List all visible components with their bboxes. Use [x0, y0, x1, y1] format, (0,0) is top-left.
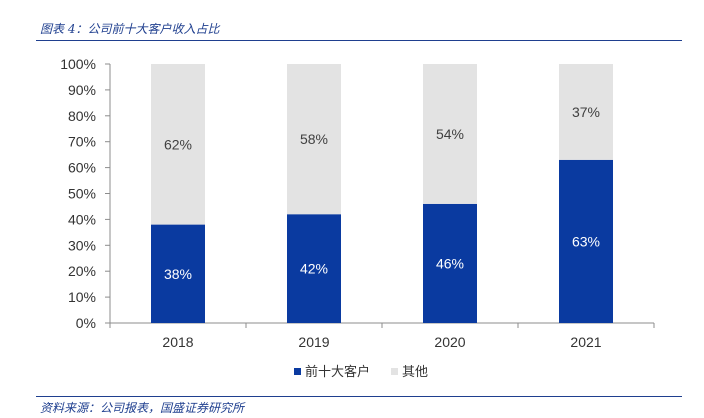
data-label-top-customers: 46%	[436, 255, 464, 271]
x-tick-label: 2020	[434, 334, 465, 350]
x-axis: 2018 2019 2020 2021	[109, 322, 655, 350]
bar-top-customers	[287, 214, 341, 323]
legend-swatch-top-customers	[294, 368, 301, 375]
y-tick-label: 0%	[76, 315, 96, 331]
legend-swatch-others	[391, 368, 398, 375]
bars: 38% 62% 42% 58% 46% 54% 63% 37%	[151, 64, 613, 323]
data-label-others: 54%	[436, 126, 464, 142]
data-label-top-customers: 63%	[572, 233, 600, 249]
y-tick-label: 20%	[68, 263, 96, 279]
y-tick-label: 70%	[68, 134, 96, 150]
data-label-others: 37%	[572, 104, 600, 120]
legend-label-top-customers: 前十大客户	[305, 364, 370, 380]
bar-others	[423, 64, 477, 204]
bar-top-customers	[151, 224, 205, 323]
y-tick-label: 10%	[68, 289, 96, 305]
x-tick-label: 2021	[570, 334, 601, 350]
data-label-others: 62%	[164, 136, 192, 152]
bar-others	[559, 64, 613, 160]
data-label-top-customers: 42%	[300, 261, 328, 277]
data-label-top-customers: 38%	[164, 266, 192, 282]
y-tick-label: 30%	[68, 237, 96, 253]
x-tick-label: 2019	[298, 334, 329, 350]
footer-rule	[36, 396, 682, 397]
header-rule	[36, 40, 682, 41]
bar-top-customers	[423, 203, 477, 323]
y-tick-label: 80%	[68, 108, 96, 124]
y-tick-label: 90%	[68, 82, 96, 98]
y-tick-label: 100%	[60, 56, 96, 72]
y-tick-label: 40%	[68, 211, 96, 227]
legend-label-others: 其他	[402, 365, 428, 380]
y-tick-label: 60%	[68, 160, 96, 176]
bar-others	[151, 64, 205, 225]
bar-top-customers	[559, 159, 613, 323]
legend: 前十大客户 其他	[294, 364, 428, 380]
figure-caption: 图表 4：公司前十大客户收入占比	[40, 22, 220, 36]
y-tick-label: 50%	[68, 186, 96, 202]
x-tick-label: 2018	[162, 334, 193, 350]
source-note: 资料来源：公司报表，国盛证券研究所	[40, 401, 245, 415]
bar-others	[287, 64, 341, 215]
data-label-others: 58%	[300, 131, 328, 147]
y-axis: 0% 10% 20% 30% 40% 50% 60% 70% 80% 90% 100%	[60, 56, 111, 331]
